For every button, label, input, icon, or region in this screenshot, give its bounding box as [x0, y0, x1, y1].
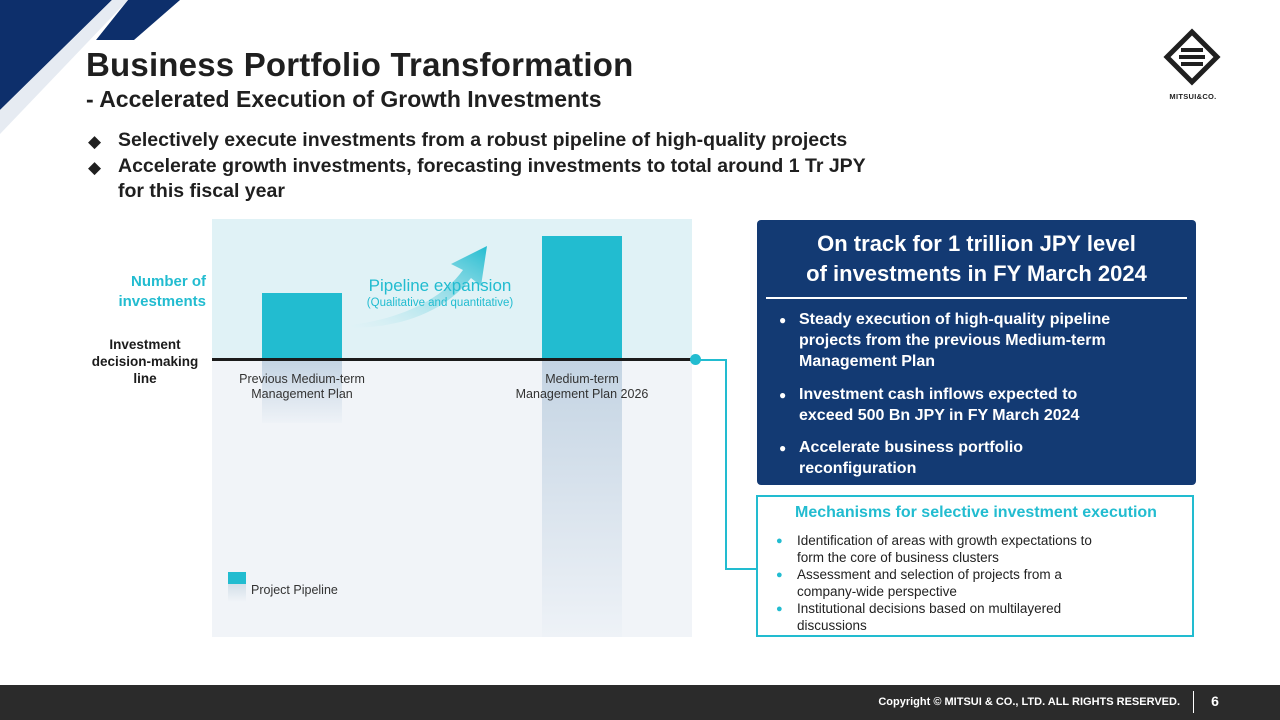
- footer-bar: [0, 685, 1280, 720]
- on-track-box: [757, 220, 1196, 485]
- pipeline-expansion-title: Pipeline expansion: [368, 276, 512, 295]
- bullet-icon: ●: [779, 441, 787, 455]
- bar-previous-plan: [262, 293, 342, 359]
- on-track-item-1: ● Steady execution of high-quality pipel…: [779, 311, 1111, 370]
- mitsui-logo-icon: [1163, 28, 1221, 86]
- connector-line: [697, 359, 727, 361]
- category-label-mtp2026: Medium-term Management Plan 2026: [515, 372, 649, 401]
- on-track-heading: On track for 1 trillion JPY level of inv…: [806, 231, 1147, 286]
- growth-arrow-icon: [350, 246, 487, 328]
- category-label-previous: Previous Medium-term Management Plan: [239, 372, 365, 401]
- corner-decoration: [0, 0, 180, 134]
- diamond-icon: ◆: [88, 132, 102, 151]
- bar-previous-plan-below-line: [262, 361, 342, 423]
- on-track-item-2: ● Investment cash inflows expected to ex…: [779, 386, 1080, 424]
- page-number: 6: [1211, 693, 1219, 709]
- bar-mtp-2026-below-line: [542, 361, 622, 637]
- legend-swatch-fade: [228, 584, 246, 602]
- summary-bullet-2: ◆ Accelerate growth investments, forecas…: [88, 155, 866, 202]
- bullet-icon: ●: [776, 603, 783, 615]
- connector-line-vertical: [725, 361, 727, 570]
- mechanisms-heading: Mechanisms for selective investment exec…: [795, 504, 1157, 521]
- decision-line-label: Investment decision-making line: [91, 337, 199, 386]
- bullet-icon: ●: [779, 388, 787, 402]
- page-subtitle: - Accelerated Execution of Growth Invest…: [86, 86, 602, 112]
- mechanism-item-3: ● Institutional decisions based on multi…: [776, 601, 1062, 633]
- diamond-icon: ◆: [88, 158, 102, 177]
- mechanisms-box: [756, 495, 1194, 637]
- y-axis-label: Number of investments: [118, 273, 206, 310]
- bullet-icon: ●: [776, 569, 783, 581]
- bullet-icon: ●: [776, 535, 783, 547]
- legend-swatch: [228, 572, 246, 584]
- footer-separator: [1193, 691, 1194, 713]
- summary-bullets: ◆ Selectively execute investments from a…: [88, 128, 988, 204]
- bullet-icon: ●: [779, 313, 787, 327]
- logo-text: MITSUI&CO.: [1169, 92, 1217, 101]
- divider: [766, 297, 1187, 299]
- summary-bullet-1: ◆ Selectively execute investments from a…: [88, 128, 988, 154]
- on-track-item-3: ● Accelerate business portfolio reconfig…: [779, 439, 1024, 477]
- connector-line-horizontal: [725, 568, 758, 570]
- legend-label: Project Pipeline: [251, 583, 338, 597]
- bar-mtp-2026: [542, 236, 622, 359]
- mechanism-item-2: ● Assessment and selection of projects f…: [776, 567, 1062, 599]
- mechanism-item-1: ● Identification of areas with growth ex…: [776, 533, 1092, 565]
- pipeline-expansion-subtitle: (Qualitative and quantitative): [366, 297, 514, 309]
- copyright-text: Copyright © MITSUI & CO., LTD. ALL RIGHT…: [878, 696, 1180, 708]
- decision-line-endpoint: [690, 354, 701, 365]
- decision-making-line: [212, 358, 697, 361]
- page-title: Business Portfolio Transformation: [86, 46, 634, 83]
